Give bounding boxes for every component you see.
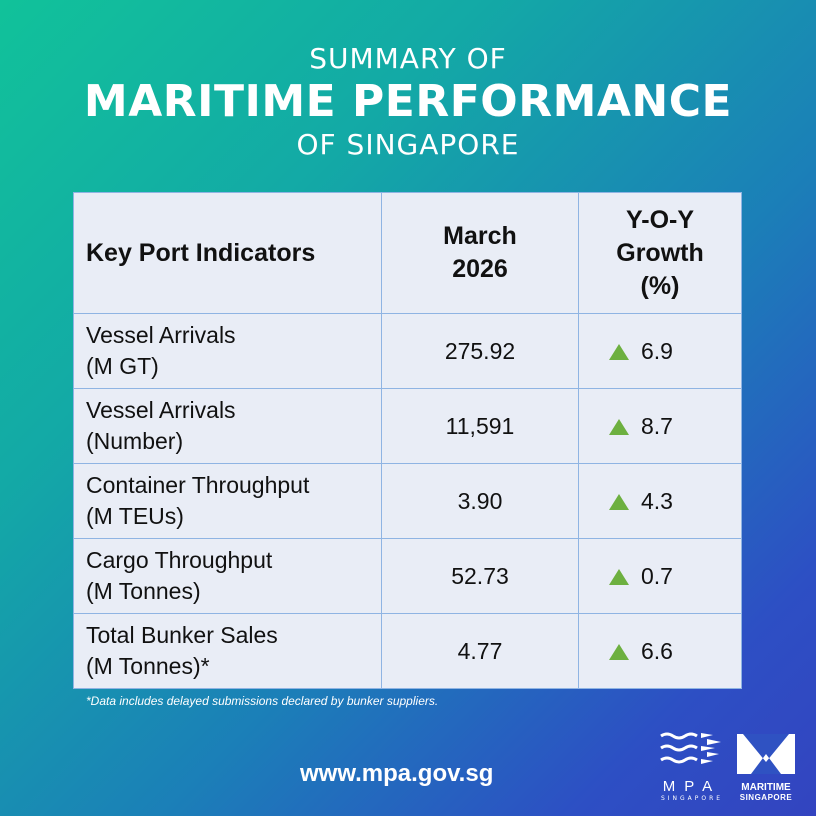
header-indicator: Key Port Indicators [73, 192, 382, 314]
value-cell: 4.77 [381, 613, 579, 689]
indicator-cell: Vessel Arrivals (M GT) [73, 313, 382, 389]
indicator-cell: Total Bunker Sales (M Tonnes)* [73, 613, 382, 689]
table-row: Cargo Throughput (M Tonnes) 52.73 0.7 [73, 538, 742, 614]
mpa-logo: MPA SINGAPORE [652, 730, 732, 802]
maritime-m-icon [737, 734, 795, 774]
header-growth: Y-O-Y Growth (%) [578, 192, 742, 314]
indicator-cell: Cargo Throughput (M Tonnes) [73, 538, 382, 614]
table-header: Key Port Indicators March 2026 Y-O-Y Growt… [73, 192, 742, 314]
growth-cell: 6.6 [578, 613, 742, 689]
up-triangle-icon [609, 568, 629, 585]
header-month: March 2026 [381, 192, 579, 314]
indicator-cell: Container Throughput (M TEUs) [73, 463, 382, 539]
growth-cell: 4.3 [578, 463, 742, 539]
up-triangle-icon [609, 343, 629, 360]
growth-cell: 6.9 [578, 313, 742, 389]
title-line1: SUMMARY OF [309, 42, 507, 75]
title-main: MARITIME PERFORMANCE [83, 76, 733, 127]
website-link[interactable]: www.mpa.gov.sg [300, 760, 494, 787]
value-cell: 3.90 [381, 463, 579, 539]
up-triangle-icon [609, 643, 629, 660]
maritime-singapore-logo: MARITIME SINGAPORE [736, 734, 796, 802]
value-cell: 275.92 [381, 313, 579, 389]
up-triangle-icon [609, 418, 629, 435]
footnote: *Data includes delayed submissions decla… [86, 694, 439, 708]
up-triangle-icon [609, 493, 629, 510]
growth-cell: 0.7 [578, 538, 742, 614]
title-line3: OF SINGAPORE [296, 128, 520, 161]
indicators-table: Key Port Indicators March 2026 Y-O-Y Growt… [73, 192, 742, 689]
table-row: Container Throughput (M TEUs) 3.90 4.3 [73, 463, 742, 539]
value-cell: 11,591 [381, 388, 579, 464]
value-cell: 52.73 [381, 538, 579, 614]
mpa-wave-icon [660, 732, 721, 764]
table-row: Vessel Arrivals (M GT) 275.92 6.9 [73, 313, 742, 389]
indicator-cell: Vessel Arrivals (Number) [73, 388, 382, 464]
table-row: Total Bunker Sales (M Tonnes)* 4.77 6.6 [73, 613, 742, 689]
growth-cell: 8.7 [578, 388, 742, 464]
table-row: Vessel Arrivals (Number) 11,591 8.7 [73, 388, 742, 464]
